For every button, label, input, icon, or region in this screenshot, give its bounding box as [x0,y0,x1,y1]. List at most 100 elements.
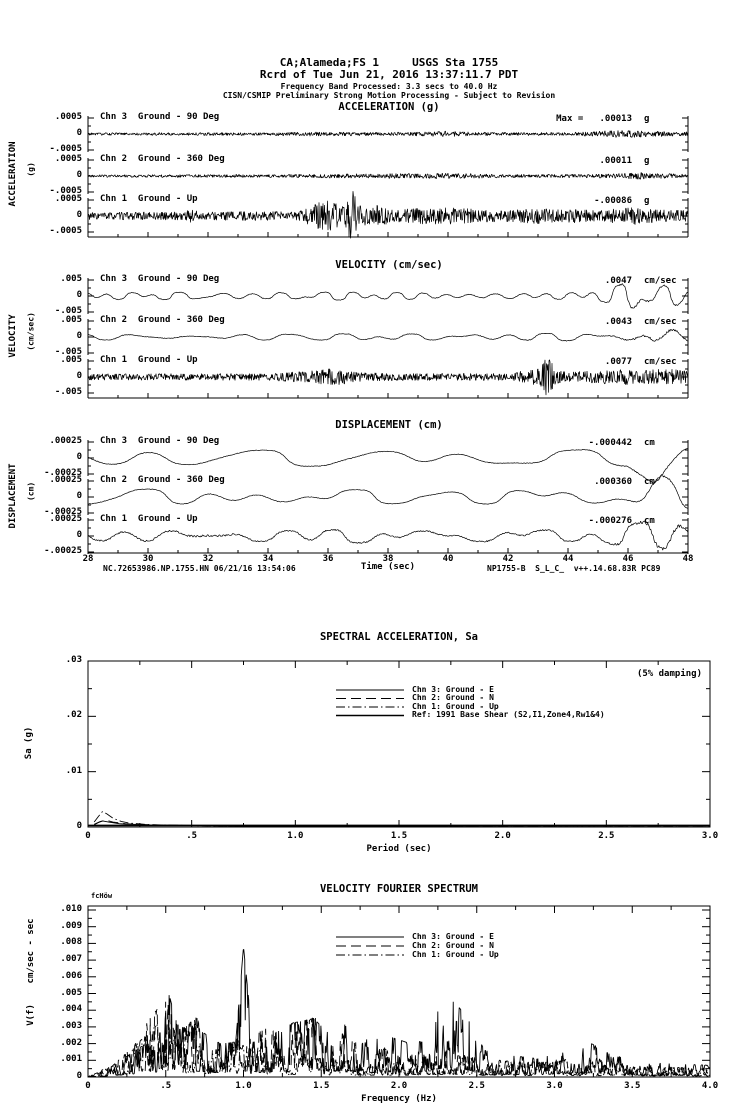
y-tick-label: 0 [76,210,82,220]
damping-annotation: (5% damping) [636,669,702,679]
time-tick-label: 44 [562,554,574,564]
velocity_fourier_spectrum-series-3 [87,1018,711,1078]
time-tick-label: 40 [442,554,454,564]
y-tick-label: .00025 [49,514,82,524]
legend-label: Chn 2: Ground - N [412,693,494,702]
y-tick-label: .0005 [54,194,82,204]
legend-label: Chn 3: Ground - E [412,684,494,694]
peak-value-label: .000360 [594,477,632,487]
waveform-displacement-1 [87,448,689,484]
channel-label: Chn 2 Ground - 360 Deg [100,154,225,164]
y-tick-label: .00025 [49,436,82,446]
y-tick-label: 0 [76,170,82,180]
x-tick-label: 2.5 [468,1081,485,1091]
frequency-band-note: Frequency Band Processed: 3.3 secs to 40… [280,82,498,91]
x-tick-label: 3.0 [546,1081,563,1091]
x-tick-label: 1.5 [313,1081,330,1091]
x-tick-label: 2.0 [494,831,511,841]
legend-label: Chn 1: Ground - Up [412,701,499,711]
x-tick-label: 1.0 [235,1081,252,1091]
waveform-displacement-3 [87,520,689,551]
channel-label: Chn 2 Ground - 360 Deg [100,315,225,325]
time-tick-label: 38 [382,554,394,564]
y-tick-label: -.00025 [44,507,82,517]
channel-label: Chn 3 Ground - 90 Deg [100,274,220,284]
x-tick-label: 3.0 [701,831,719,841]
displacement-panel-title: DISPLACEMENT (cm) [335,419,443,431]
peak-value-label: .0077 [604,357,632,367]
x-tick-label: 0 [85,831,91,841]
processing-note: CISN/CSMIP Preliminary Strong Motion Pro… [222,91,556,100]
waveform-acceleration-1 [87,130,689,138]
waveform-velocity-1 [87,283,689,309]
channel-label: Chn 3 Ground - 90 Deg [100,436,220,446]
x-tick-label: .5 [160,1081,172,1091]
acceleration-axis-label: ACCELERATION [8,141,19,207]
sa-chart-title: SPECTRAL ACCELERATION, Sa [319,631,479,643]
y-tick-label: .005 [60,274,82,284]
x-tick-label: 2.5 [598,831,615,841]
velocity_fourier_spectrum-series-1 [87,949,711,1078]
y-tick-label: .01 [65,765,82,776]
y-tick-label: 0 [76,371,82,381]
y-tick-label: .00025 [49,475,82,485]
y-tick-label: -.0005 [49,144,82,154]
y-tick-label: -.005 [54,306,82,316]
frequency-axis-label: Frequency (Hz) [361,1094,437,1104]
acceleration-panel-title: ACCELERATION (g) [338,101,440,113]
time-tick-label: 36 [322,554,334,564]
x-tick-label: .5 [186,831,198,841]
y-tick-label: -.005 [54,347,82,357]
y-tick-label: 0 [76,491,82,501]
y-tick-label: 0 [76,128,82,138]
peak-value-label: -.000442 [588,438,632,448]
peak-value-label: Max = .00013 [556,114,632,124]
y-tick-label: .002 [60,1037,82,1048]
peak-unit-label: g [644,156,650,166]
y-tick-label: 0 [76,1071,82,1081]
y-tick-label: .004 [60,1004,82,1015]
time-tick-label: 28 [82,554,94,564]
waveform-acceleration-2 [87,172,689,180]
peak-value-label: .0047 [604,276,632,286]
y-tick-label: .008 [60,937,82,948]
y-tick-label: .009 [60,920,82,931]
legend-label: Chn 1: Ground - Up [412,949,499,959]
peak-unit-label: cm/sec [644,317,677,327]
x-tick-label: 3.5 [624,1081,641,1091]
time-tick-label: 34 [262,554,274,564]
fourier-chart-title: VELOCITY FOURIER SPECTRUM [319,883,479,895]
velocity-axis-label: VELOCITY [8,314,19,358]
peak-unit-label: cm [644,477,655,487]
y-tick-label: .0005 [54,112,82,122]
y-tick-label: .006 [60,970,82,981]
peak-unit-label: cm/sec [644,357,677,367]
channel-label: Chn 2 Ground - 360 Deg [100,475,225,485]
y-tick-label: 0 [76,290,82,300]
y-tick-label: .005 [60,987,82,998]
y-tick-label: .005 [60,355,82,365]
time-tick-label: 46 [622,554,634,564]
y-tick-label: 0 [76,821,82,831]
spectral_acceleration-series-3 [93,811,711,828]
filter-corner-annotation: fcHöw [91,892,113,900]
peak-unit-label: cm [644,516,655,526]
x-tick-label: 1.0 [287,831,304,841]
channel-label: Chn 1 Ground - Up [100,194,198,204]
y-tick-label: .0005 [54,154,82,164]
waveform-acceleration-3 [87,191,689,239]
velocity_fourier_spectrum-series-2 [87,1001,711,1078]
y-tick-label: .010 [60,904,82,914]
y-tick-label: .03 [65,655,82,665]
y-tick-label: .003 [60,1020,82,1031]
peak-unit-label: g [644,114,650,124]
channel-label: Chn 3 Ground - 90 Deg [100,112,220,122]
y-tick-label: .02 [65,710,82,721]
peak-value-label: -.000276 [588,516,632,526]
time-tick-label: 48 [682,554,694,564]
peak-value-label: .0043 [604,317,632,327]
waveform-velocity-3 [87,359,689,396]
time-tick-label: 30 [142,554,154,564]
channel-label: Chn 1 Ground - Up [100,514,198,524]
